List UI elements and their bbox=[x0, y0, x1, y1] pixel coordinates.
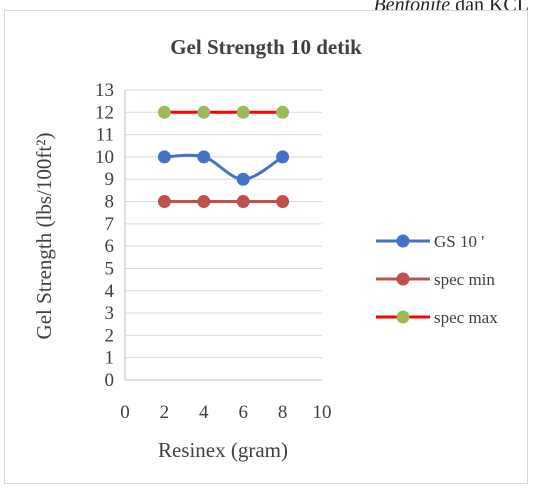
y-tick-label: 1 bbox=[105, 348, 115, 369]
data-point bbox=[276, 105, 290, 119]
data-point bbox=[157, 105, 171, 119]
chart-frame bbox=[4, 10, 528, 484]
legend-marker bbox=[396, 272, 410, 286]
series-lines bbox=[157, 105, 290, 209]
data-point bbox=[157, 195, 171, 209]
y-tick-label: 2 bbox=[105, 325, 115, 346]
legend-entry-0: GS 10 ' bbox=[376, 232, 484, 251]
x-tick-label: 4 bbox=[199, 402, 209, 423]
data-point bbox=[197, 150, 211, 164]
legend-label: GS 10 ' bbox=[434, 232, 484, 251]
legend-entry-1: spec min bbox=[376, 270, 495, 289]
data-point bbox=[236, 172, 250, 186]
data-point bbox=[197, 195, 211, 209]
y-tick-label: 13 bbox=[95, 80, 114, 101]
y-axis-label: Gel Strength (lbs/100ft²) bbox=[32, 133, 56, 340]
y-tick-label: 10 bbox=[95, 147, 114, 168]
legend-label: spec max bbox=[434, 308, 498, 327]
grid-lines bbox=[125, 89, 322, 359]
legend: GS 10 ' spec min spec max bbox=[376, 232, 498, 327]
y-tick-label: 11 bbox=[96, 125, 114, 146]
x-axis-label: Resinex (gram) bbox=[158, 438, 288, 462]
y-tick-label: 9 bbox=[105, 169, 115, 190]
x-tick-label: 10 bbox=[313, 402, 332, 423]
legend-entry-2: spec max bbox=[376, 308, 498, 327]
legend-label: spec min bbox=[434, 270, 495, 289]
x-tick-label: 8 bbox=[278, 402, 288, 423]
page-text-fragment: Bentonite dan KCL bbox=[373, 0, 529, 17]
data-point bbox=[276, 150, 290, 164]
legend-marker bbox=[396, 234, 410, 248]
y-tick-label: 8 bbox=[105, 192, 115, 213]
y-tick-label: 3 bbox=[105, 303, 115, 324]
x-tick-label: 2 bbox=[160, 402, 170, 423]
axes bbox=[124, 90, 322, 381]
data-point bbox=[236, 105, 250, 119]
y-tick-label: 5 bbox=[105, 258, 115, 279]
data-point bbox=[236, 195, 250, 209]
y-tick-label: 12 bbox=[95, 102, 114, 123]
chart-title: Gel Strength 10 detik bbox=[170, 35, 362, 59]
data-point bbox=[276, 195, 290, 209]
y-tick-label: 6 bbox=[105, 236, 115, 257]
series-line-0 bbox=[164, 153, 284, 181]
y-tick-label: 7 bbox=[105, 214, 115, 235]
y-tick-label: 4 bbox=[105, 281, 115, 302]
fragment-italic: Bentonite bbox=[373, 0, 451, 16]
x-tick-label: 6 bbox=[238, 402, 248, 423]
fragment-rest: dan KCL bbox=[450, 0, 529, 16]
data-point bbox=[197, 105, 211, 119]
legend-marker bbox=[396, 310, 410, 324]
data-point bbox=[157, 150, 171, 164]
x-tick-labels: 0 2 4 6 8 10 bbox=[120, 402, 331, 423]
y-tick-label: 0 bbox=[105, 370, 115, 391]
x-tick-label: 0 bbox=[120, 402, 130, 423]
